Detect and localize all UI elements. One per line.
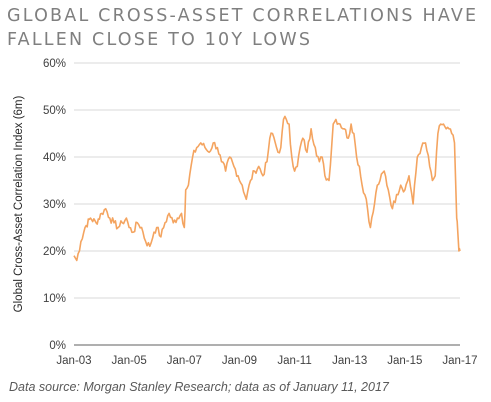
x-tick-label: Jan-11 [277, 355, 311, 367]
x-tick-label: Jan-13 [332, 355, 367, 367]
x-tick-label: Jan-09 [222, 355, 257, 367]
y-tick-label: 10% [43, 293, 66, 305]
x-tick-label: Jan-03 [56, 355, 91, 367]
chart-title-line-1: GLOBAL CROSS-ASSET CORRELATIONS HAVE [7, 6, 479, 26]
x-axis-ticks: Jan-03 Jan-05 Jan-07 Jan-09 Jan-11 Jan-13 Jan-… [56, 355, 477, 367]
x-tick-label: Jan-05 [112, 355, 147, 367]
y-tick-label: 20% [43, 246, 66, 258]
chart-title-line-2: FALLEN CLOSE TO 10Y LOWS [7, 30, 313, 50]
y-tick-label: 40% [43, 152, 66, 164]
y-tick-label: 50% [43, 105, 66, 117]
gridlines [74, 62, 460, 299]
source-note: Data source: Morgan Stanley Research; da… [9, 380, 389, 394]
x-tick-label: Jan-07 [167, 355, 202, 367]
y-tick-label: 0% [49, 340, 66, 352]
y-axis-ticks: 0% 10% 20% 30% 40% 50% 60% [43, 58, 66, 352]
chart-title: GLOBAL CROSS-ASSET CORRELATIONS HAVE FAL… [7, 4, 487, 52]
y-tick-label: 30% [43, 199, 66, 211]
x-tick-label: Jan-15 [387, 355, 422, 367]
x-tick-label: Jan-17 [442, 355, 477, 367]
y-tick-label: 60% [43, 58, 66, 70]
series-line [73, 115, 461, 262]
y-axis-title: Global Cross-Asset Correlation Index (6m… [13, 96, 25, 313]
